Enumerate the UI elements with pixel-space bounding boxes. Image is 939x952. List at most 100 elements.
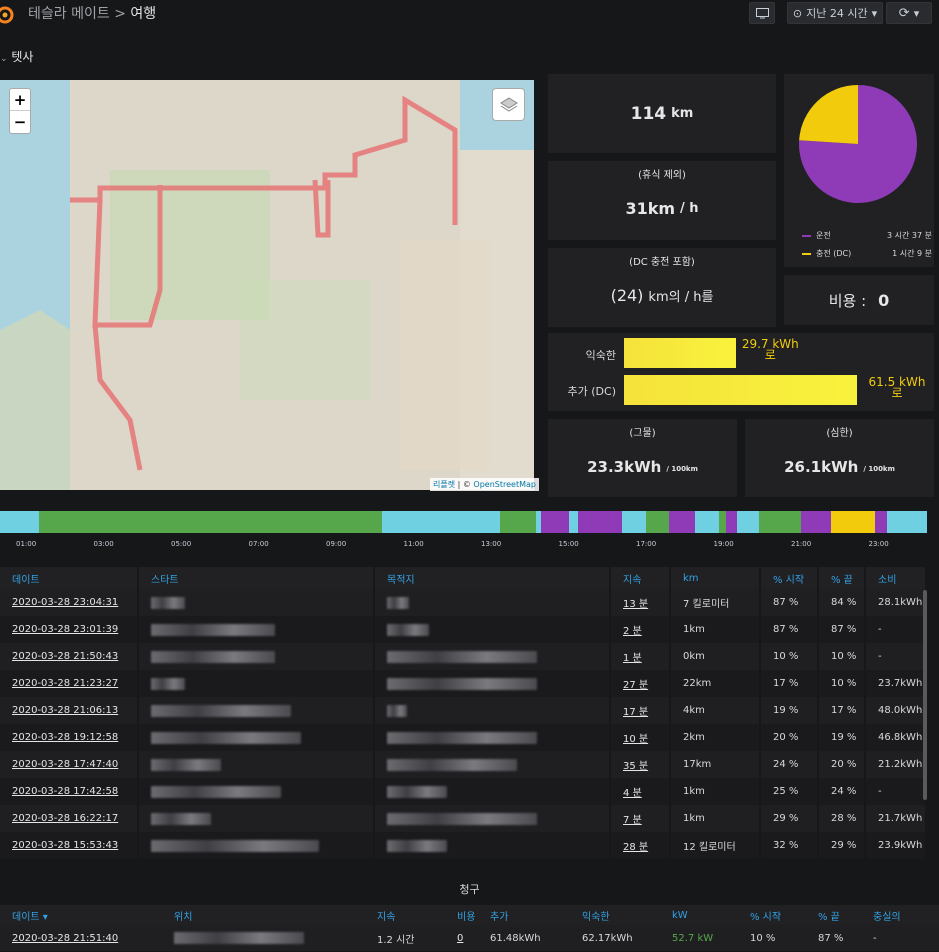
refresh-button[interactable]: ⟳ ▾ (886, 2, 932, 24)
table-row[interactable]: 2020-03-28 23:04:31 13 분 7 킬로미터 87 % 84 % 28.… (0, 589, 927, 616)
charge-date-link[interactable]: 2020-03-28 21:51:40 (12, 932, 119, 944)
charge-cost-link[interactable]: 0 (457, 932, 464, 944)
drive-duration-link[interactable]: 1 분 (623, 653, 642, 664)
segment-parked[interactable] (737, 511, 759, 533)
redacted-start (151, 812, 211, 825)
segment-driving[interactable] (875, 511, 887, 533)
drive-duration-link[interactable]: 28 분 (623, 842, 649, 853)
legend-item-charging[interactable]: 충전 (DC) 1 시간 9 분 (802, 248, 932, 259)
col-header[interactable]: % 시작 (738, 905, 806, 925)
table-row[interactable]: 2020-03-28 21:50:43 1 분 0km 10 % 10 % - (0, 643, 927, 670)
table-row[interactable]: 2020-03-28 23:01:39 2 분 1km 87 % 87 % - (0, 616, 927, 643)
segment-parked[interactable] (0, 511, 39, 533)
segment-online[interactable] (719, 511, 726, 533)
state-timeline[interactable] (0, 511, 927, 533)
table-row[interactable]: 2020-03-28 17:42:58 4 분 1km 25 % 24 % - (0, 778, 927, 805)
redacted-destination (387, 758, 517, 771)
drive-date-link[interactable]: 2020-03-28 23:01:39 (12, 624, 119, 635)
col-header[interactable]: 데이트 ▾ (0, 905, 162, 925)
drive-duration-link[interactable]: 17 분 (623, 707, 649, 718)
time-range-picker[interactable]: ⊙ 지난 24 시간 ▾ (787, 2, 883, 24)
segment-driving[interactable] (578, 511, 622, 533)
table-row[interactable]: 2020-03-28 15:53:43 28 분 12 킬로미터 32 % 29 % 23… (0, 832, 927, 859)
table-row[interactable]: 2020-03-28 17:47:40 35 분 17km 24 % 20 % 21.2k… (0, 751, 927, 778)
segment-parked[interactable] (382, 511, 500, 533)
grafana-logo-icon[interactable] (0, 3, 16, 25)
segment-online[interactable] (500, 511, 536, 533)
col-header[interactable]: 비용 (445, 905, 478, 925)
zoom-out-button[interactable]: − (13, 113, 27, 131)
trip-map[interactable] (0, 80, 534, 490)
table-row[interactable]: 2020-03-28 21:06:13 17 분 4km 19 % 17 % 48.0kW… (0, 697, 927, 724)
segment-parked[interactable] (622, 511, 646, 533)
drive-date-link[interactable]: 2020-03-28 19:12:58 (12, 732, 119, 743)
col-header[interactable]: 소비 (865, 567, 927, 589)
segment-online[interactable] (646, 511, 669, 533)
drive-date-link[interactable]: 2020-03-28 21:50:43 (12, 651, 119, 662)
tv-mode-button[interactable] (749, 2, 775, 24)
col-header[interactable]: 스타트 (138, 567, 375, 589)
segment-online[interactable] (759, 511, 801, 533)
col-header[interactable]: 추가 (478, 905, 570, 925)
col-header[interactable]: 지속 (365, 905, 445, 925)
sort-desc-icon: ▾ (39, 911, 48, 923)
col-header[interactable]: 지속 (610, 567, 671, 589)
segment-online[interactable] (39, 511, 382, 533)
drive-duration-link[interactable]: 10 분 (623, 734, 649, 745)
drive-duration-link[interactable]: 13 분 (623, 599, 649, 610)
drive-duration-link[interactable]: 7 분 (623, 815, 642, 826)
col-header[interactable]: km (670, 567, 761, 589)
drive-date-link[interactable]: 2020-03-28 15:53:43 (12, 840, 119, 851)
table-scrollbar[interactable] (923, 590, 927, 800)
drive-distance: 22km (670, 670, 761, 697)
drive-date-link[interactable]: 2020-03-28 17:42:58 (12, 786, 119, 797)
segment-driving[interactable] (726, 511, 737, 533)
drive-date-link[interactable]: 2020-03-28 23:04:31 (12, 597, 119, 608)
row-title[interactable]: ⌄ 텟사 (0, 48, 33, 65)
col-header[interactable]: 충실의 (861, 905, 939, 925)
segment-parked[interactable] (536, 511, 541, 533)
distance-value: 114 (630, 103, 667, 124)
drive-end-soc: 24 % (818, 778, 866, 805)
drive-date-link[interactable]: 2020-03-28 17:47:40 (12, 759, 119, 770)
segment-parked[interactable] (569, 511, 578, 533)
layers-button[interactable] (492, 88, 525, 121)
table-row[interactable]: 2020-03-28 16:22:17 7 분 1km 29 % 28 % 21.7kWh (0, 805, 927, 832)
col-header[interactable]: % 끝 (806, 905, 861, 925)
breadcrumb-parent[interactable]: 테슬라 메이트 (28, 6, 110, 22)
legend-item-driving[interactable]: 운전 3 시간 37 분 (802, 230, 932, 241)
pie-slice[interactable] (799, 85, 858, 144)
col-header[interactable]: kW (660, 905, 738, 925)
col-header[interactable]: 목적지 (374, 567, 611, 589)
drive-duration-link[interactable]: 35 분 (623, 761, 649, 772)
drive-consumption: 46.8kWh (865, 724, 927, 751)
segment-driving[interactable] (801, 511, 831, 533)
segment-charging[interactable] (831, 511, 875, 533)
timeline-tick-label: 17:00 (636, 540, 657, 548)
drive-duration-link[interactable]: 27 분 (623, 680, 649, 691)
drive-consumption: 28.1kWh (865, 589, 927, 616)
drive-consumption: 21.2kWh (865, 751, 927, 778)
segment-parked[interactable] (887, 511, 927, 533)
col-header[interactable]: 익숙한 (570, 905, 660, 925)
drive-date-link[interactable]: 2020-03-28 16:22:17 (12, 813, 119, 824)
drive-date-link[interactable]: 2020-03-28 21:23:27 (12, 678, 119, 689)
table-row[interactable]: 2020-03-28 21:23:27 27 분 22km 17 % 10 % 23.7k… (0, 670, 927, 697)
drive-date-link[interactable]: 2020-03-28 21:06:13 (12, 705, 119, 716)
col-header[interactable]: 위치 (162, 905, 365, 925)
col-header[interactable]: 데이트 (0, 567, 139, 589)
table-row[interactable]: 2020-03-28 19:12:58 10 분 2km 20 % 19 % 46.8kW… (0, 724, 927, 751)
zoom-in-button[interactable]: + (10, 89, 30, 111)
osm-link[interactable]: OpenStreetMap (473, 480, 536, 489)
drive-duration-link[interactable]: 4 분 (623, 788, 642, 799)
leaflet-link[interactable]: 리플렛 (433, 480, 456, 489)
col-header[interactable]: % 시작 (760, 567, 819, 589)
segment-driving[interactable] (669, 511, 695, 533)
segment-parked[interactable] (695, 511, 719, 533)
drive-duration-link[interactable]: 2 분 (623, 626, 642, 637)
cost-panel: 비용 : 0 (784, 275, 934, 325)
table-row[interactable]: 2020-03-28 21:51:40 1.2 시간 0 61.48kWh 62… (0, 925, 939, 951)
breadcrumb-current[interactable]: 여행 (130, 6, 157, 22)
segment-driving[interactable] (541, 511, 569, 533)
col-header[interactable]: % 끝 (818, 567, 866, 589)
